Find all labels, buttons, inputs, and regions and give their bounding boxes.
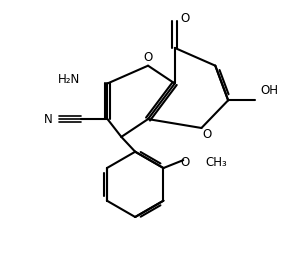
Text: O: O xyxy=(203,129,212,141)
Text: N: N xyxy=(44,113,52,125)
Text: H₂N: H₂N xyxy=(58,73,80,86)
Text: O: O xyxy=(143,51,153,64)
Text: O: O xyxy=(181,156,190,169)
Text: OH: OH xyxy=(261,84,279,97)
Text: CH₃: CH₃ xyxy=(205,156,227,169)
Text: O: O xyxy=(180,12,189,25)
